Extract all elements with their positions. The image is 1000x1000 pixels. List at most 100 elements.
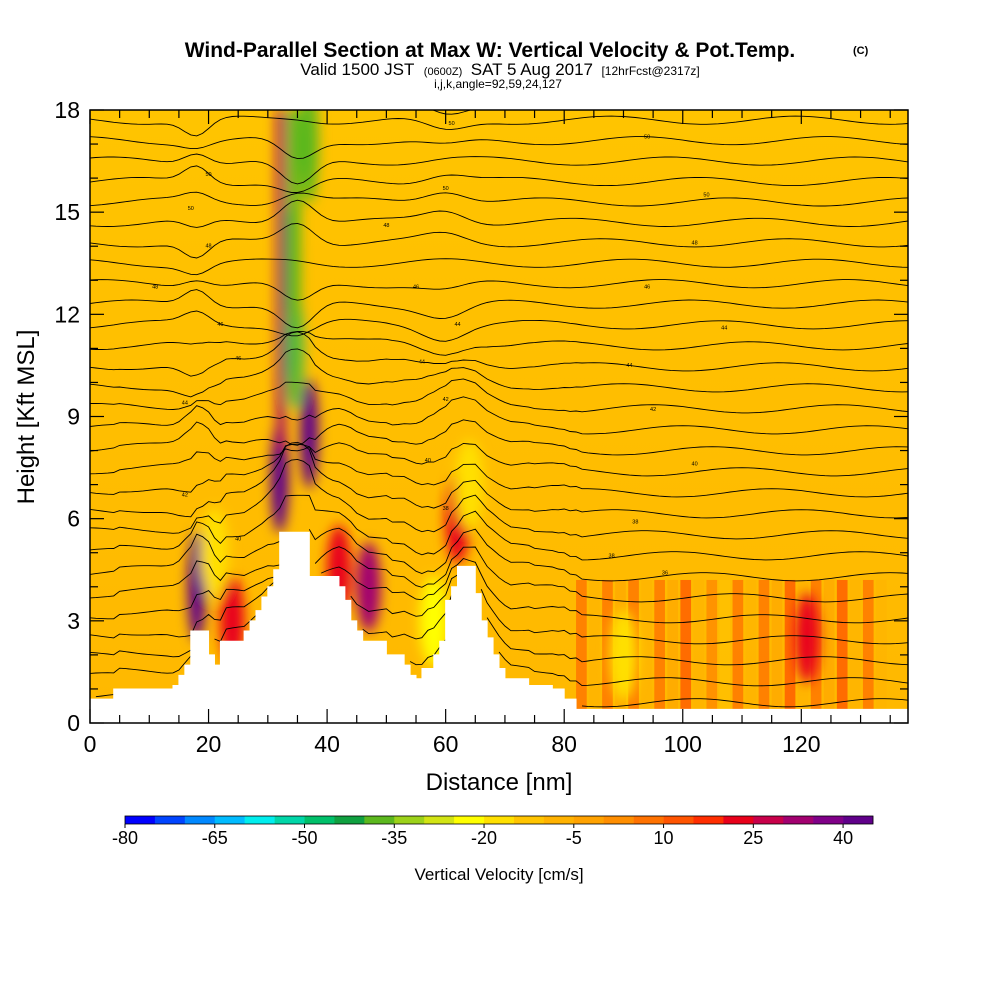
theta-contour <box>90 527 908 582</box>
y-tick-label: 9 <box>67 404 80 430</box>
theta-contour <box>90 165 908 193</box>
x-tick-label: 120 <box>782 731 820 757</box>
contour-label: 40 <box>235 537 241 543</box>
contour-label: 44 <box>626 363 632 369</box>
terrain <box>90 531 908 723</box>
subtitle-zulu: (0600Z) <box>424 66 463 78</box>
y-tick-label: 18 <box>54 97 80 123</box>
colorbar-swatch <box>813 816 844 824</box>
x-tick-label: 40 <box>314 731 340 757</box>
theta-contour <box>90 442 908 477</box>
contour-label: 50 <box>703 193 709 199</box>
theta-contour <box>90 443 908 498</box>
theta-contour <box>90 574 908 645</box>
colorbar-swatch <box>364 816 395 824</box>
velocity-stripe <box>849 579 861 710</box>
colorbar-ticks: -80 -65 -50 -35 -20 -5 10 25 40 <box>112 824 853 848</box>
velocity-stripe <box>641 579 652 710</box>
x-axis: 0 20 40 60 80 100 120 <box>84 110 891 757</box>
velocity-stripe <box>875 579 887 710</box>
velocity-core <box>200 507 229 598</box>
colorbar-swatch <box>304 816 335 824</box>
colorbar-swatch <box>154 816 186 824</box>
colorbar-title: Vertical Velocity [cm/s] <box>414 865 583 884</box>
theta-contour <box>90 594 908 666</box>
contour-label: 42 <box>182 492 188 498</box>
plot-area: 50 50 48 48 46 46 44 42 40 50 50 50 50 48 48 46 46 44 44 44… <box>90 110 908 723</box>
updraft-column <box>276 110 286 451</box>
velocity-stripe <box>732 579 744 710</box>
contour-label: 48 <box>152 285 158 291</box>
colorbar-swatch <box>663 816 694 824</box>
velocity-stripe <box>719 579 731 710</box>
colorbar-tick-label: -50 <box>292 828 318 848</box>
contour-label: 38 <box>632 520 638 526</box>
colorbar-swatch <box>334 816 365 824</box>
x-axis-label: Distance [nm] <box>426 769 573 796</box>
contour-label: 50 <box>205 172 211 178</box>
colorbar-swatch <box>603 816 634 824</box>
y-tick-label: 0 <box>67 710 80 736</box>
y-tick-label: 12 <box>54 301 80 327</box>
contour-label: 46 <box>217 322 223 328</box>
colorbar-tick-label: 10 <box>654 828 674 848</box>
velocity-stripe <box>745 579 757 710</box>
colorbar-tick-label: -5 <box>566 828 582 848</box>
theta-contour <box>90 136 908 160</box>
velocity-stripe <box>784 579 796 710</box>
theta-contour <box>90 331 908 377</box>
y-axis-label: Height [Kft MSL] <box>13 330 40 505</box>
contour-label: 40 <box>692 462 698 468</box>
theta-contour <box>90 348 908 398</box>
contour-label: 50 <box>449 121 455 127</box>
copyright-mark: (C) <box>853 45 869 57</box>
velocity-stripe <box>693 579 705 710</box>
colorbar-tick-label: -20 <box>471 828 497 848</box>
contour-label: 50 <box>644 135 650 141</box>
colorbar-tick-label: -35 <box>381 828 407 848</box>
colorbar-swatch <box>424 816 455 824</box>
colorbar-tick-label: 25 <box>743 828 763 848</box>
theta-contour <box>90 222 908 259</box>
contour-label: 46 <box>235 356 241 362</box>
colorbar-swatch <box>214 816 245 824</box>
colorbar-swatch <box>484 816 515 824</box>
contour-label: 46 <box>413 285 419 291</box>
contour-label: 50 <box>188 206 194 212</box>
colorbar-swatch <box>633 816 664 824</box>
colorbar-tick-label: 40 <box>833 828 853 848</box>
velocity-stripe <box>706 579 718 710</box>
theta-contour <box>90 258 908 276</box>
x-tick-label: 0 <box>84 731 97 757</box>
colorbar-swatch <box>125 816 156 824</box>
colorbar-swatch <box>274 816 305 824</box>
colorbar-swatch <box>693 816 724 824</box>
theta-contour <box>90 494 908 561</box>
colorbar-swatch <box>723 816 754 824</box>
velocity-stripe <box>654 579 665 710</box>
contour-label: 46 <box>644 285 650 291</box>
theta-contour <box>90 289 908 329</box>
colorbar-swatch <box>513 816 545 824</box>
theta-contour <box>90 199 908 228</box>
contour-label: 44 <box>182 400 188 406</box>
theta-contour <box>95 694 908 708</box>
colorbar-swatch <box>573 816 605 824</box>
contour-label: 38 <box>443 506 449 512</box>
velocity-stripe <box>680 579 692 710</box>
velocity-stripe <box>823 579 835 710</box>
contour-label: 44 <box>454 322 460 328</box>
subtitle-valid: Valid 1500 JST <box>300 60 414 79</box>
chart-title: Wind-Parallel Section at Max W: Vertical… <box>185 39 796 62</box>
y-tick-label: 6 <box>67 506 80 532</box>
subtitle-date: SAT 5 Aug 2017 <box>471 60 593 79</box>
velocity-core <box>300 378 319 489</box>
velocity-stripe <box>771 579 783 710</box>
colorbar-frame <box>124 815 874 825</box>
downdraft-column <box>288 110 301 400</box>
theta-contour <box>90 191 908 207</box>
colorbar-tick-label: -65 <box>202 828 228 848</box>
contour-label: 42 <box>443 397 449 403</box>
chart-subtitle-indices: i,j,k,angle=92,59,24,127 <box>434 77 562 91</box>
